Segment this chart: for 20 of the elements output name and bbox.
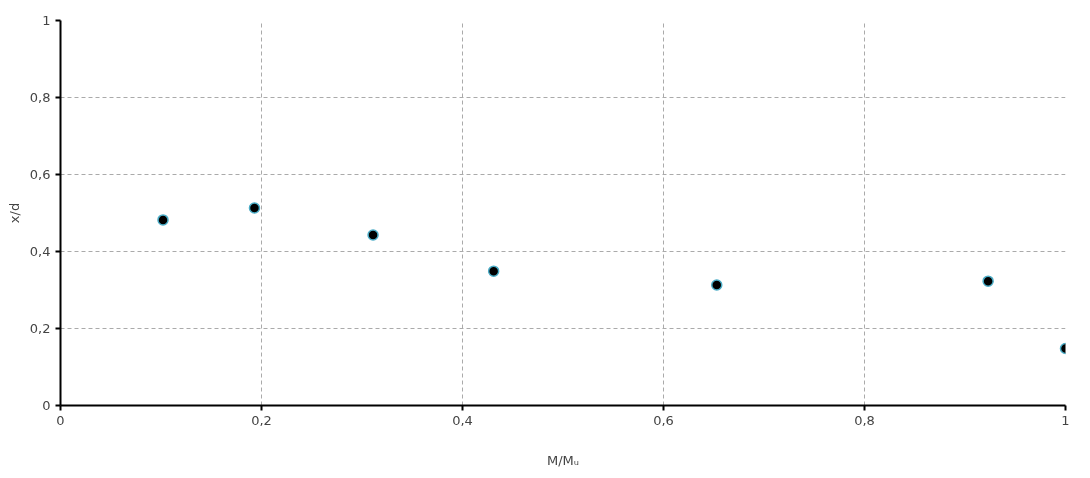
x-tick-label: 1 [1061, 412, 1070, 428]
y-axis-title: x/d [6, 202, 22, 224]
x-tick-label: 0,8 [854, 412, 875, 428]
x-tick-label: 0,2 [251, 412, 272, 428]
point [157, 214, 169, 226]
x-tick-label: 0,6 [653, 412, 674, 428]
y-tick-label: 0,4 [29, 244, 51, 259]
point [487, 265, 500, 277]
y-tick-label: 1 [42, 13, 51, 28]
y-tick-label: 0,6 [29, 167, 51, 182]
y-tick-label: 0,2 [29, 321, 51, 336]
point [982, 275, 994, 287]
x-axis-title: M/Mᵤ [546, 452, 580, 468]
point [711, 279, 723, 291]
y-tick-label: 0,8 [29, 90, 51, 105]
point [367, 229, 379, 241]
x-tick-label: 0 [56, 412, 65, 428]
x-tick-label: 0,4 [452, 412, 473, 428]
y-tick-label: 0 [42, 398, 51, 413]
point [248, 202, 261, 214]
